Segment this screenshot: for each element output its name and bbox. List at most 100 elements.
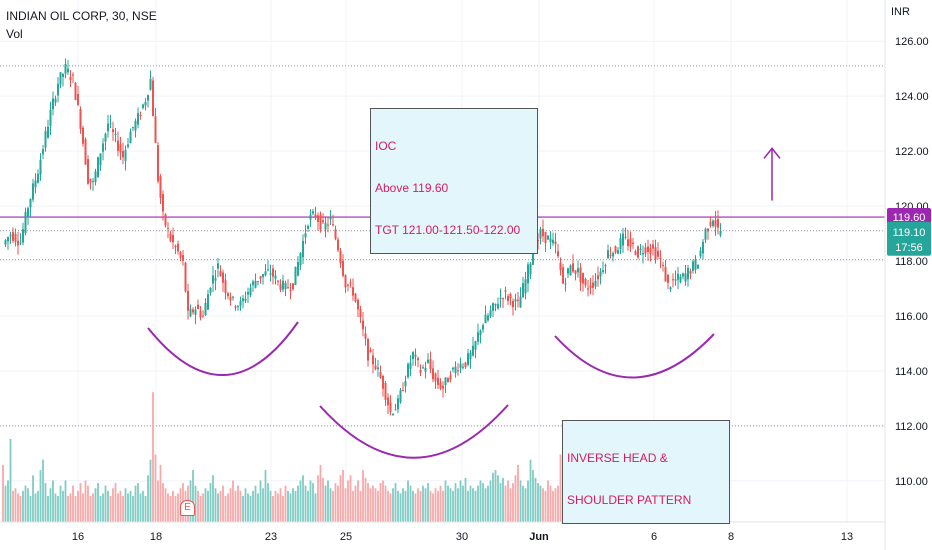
volume-bar [159,464,162,522]
volume-bar [444,480,447,522]
ioc-annotation-box[interactable]: IOC Above 119.60 TGT 121.00-121.50-122.0… [370,108,538,254]
volume-bar [29,496,32,522]
candle-body [72,74,74,76]
volume-bar [197,490,199,522]
candle-body [294,266,297,285]
volume-bar [147,475,149,522]
volume-label: Vol [6,27,23,41]
candle-body [657,250,659,257]
candle-body [664,266,667,282]
candle-body [662,265,664,267]
candle-body [412,352,414,359]
volume-bar [64,480,67,522]
volume-bar [157,480,159,522]
candle-body [259,276,262,279]
time-tick-label: 23 [265,531,277,543]
volume-bar [337,485,339,522]
candle-body [547,235,549,240]
volume-bar [119,490,122,522]
volume-bar [109,496,112,522]
volume-bar [389,493,392,522]
volume-bar [164,488,167,522]
candle-body [229,297,232,301]
volume-bar [19,496,22,522]
candle-body [249,287,252,295]
volume-bar [319,464,322,522]
candle-body [224,280,227,293]
volume-bar [434,488,437,522]
candle-body [462,366,464,368]
candle-body [647,246,649,252]
candle-body [622,233,624,246]
volume-bar [462,485,464,522]
candle-body [64,64,67,74]
volume-bar [459,480,462,522]
candle-body [214,278,217,281]
candle-body [544,231,547,243]
volume-bar [122,496,124,522]
volume-bar [334,483,337,522]
volume-bar [249,496,252,522]
candle-body [237,306,239,308]
volume-bar [39,470,42,522]
symbol-title: INDIAN OIL CORP, 30, NSE [6,9,157,23]
earnings-marker[interactable]: E [180,500,195,516]
candle-body [432,368,434,380]
price-axis[interactable]: 110.00112.00114.00116.00118.00120.00122.… [884,0,929,550]
ioc-line-3: TGT 121.00-121.50-122.00 [375,223,521,237]
volume-bar [404,490,407,522]
volume-bar [257,493,259,522]
candle-body [394,409,397,411]
volume-bar [489,480,492,522]
candle-body [424,367,427,372]
volume-bar [77,490,79,522]
candle-body [577,268,579,273]
volume-bar [24,485,27,522]
volume-bar [112,488,114,522]
volume-bar [169,496,172,522]
candle-body [209,287,212,293]
candle-body [609,254,612,256]
volume-bar [137,483,139,522]
candle-body [244,298,247,301]
pattern-annotation-box[interactable]: INVERSE HEAD & SHOULDER PATTERN [562,420,730,524]
candle-body [242,298,244,302]
candle-body [157,145,159,182]
candle-body [509,293,512,299]
volume-bar [254,485,257,522]
volume-bar [382,480,384,522]
candle-body [47,126,49,138]
candle-body [454,366,457,373]
candle-body [614,246,617,253]
candle-body [14,233,17,242]
candle-body [297,262,299,276]
volume-bar [82,493,84,522]
candle-body [104,133,107,142]
volume-bar [207,490,209,522]
candle-body [559,262,562,271]
candle-body [357,299,359,310]
volume-bar [524,488,527,522]
candle-body [512,300,514,308]
candle-body [24,211,27,234]
volume-bar [387,490,389,522]
candle-body [414,354,417,357]
candle-body [472,345,474,356]
time-axis[interactable]: 16 18 23 25 30 Jun 6 8 13 [0,521,885,543]
volume-bar [149,459,152,522]
volume-bar [409,485,412,522]
candle-body [52,98,54,110]
candle-body [452,367,454,370]
volume-bar [52,480,54,522]
volume-bar [324,485,327,522]
volume-bar [384,485,387,522]
volume-bar [117,493,119,522]
candle-body [374,365,377,369]
candle-body [69,76,72,81]
candle-body [474,341,477,350]
volume-bar [354,485,357,522]
candle-body [189,308,192,317]
candle-body [407,363,409,378]
volume-bar [177,493,179,522]
